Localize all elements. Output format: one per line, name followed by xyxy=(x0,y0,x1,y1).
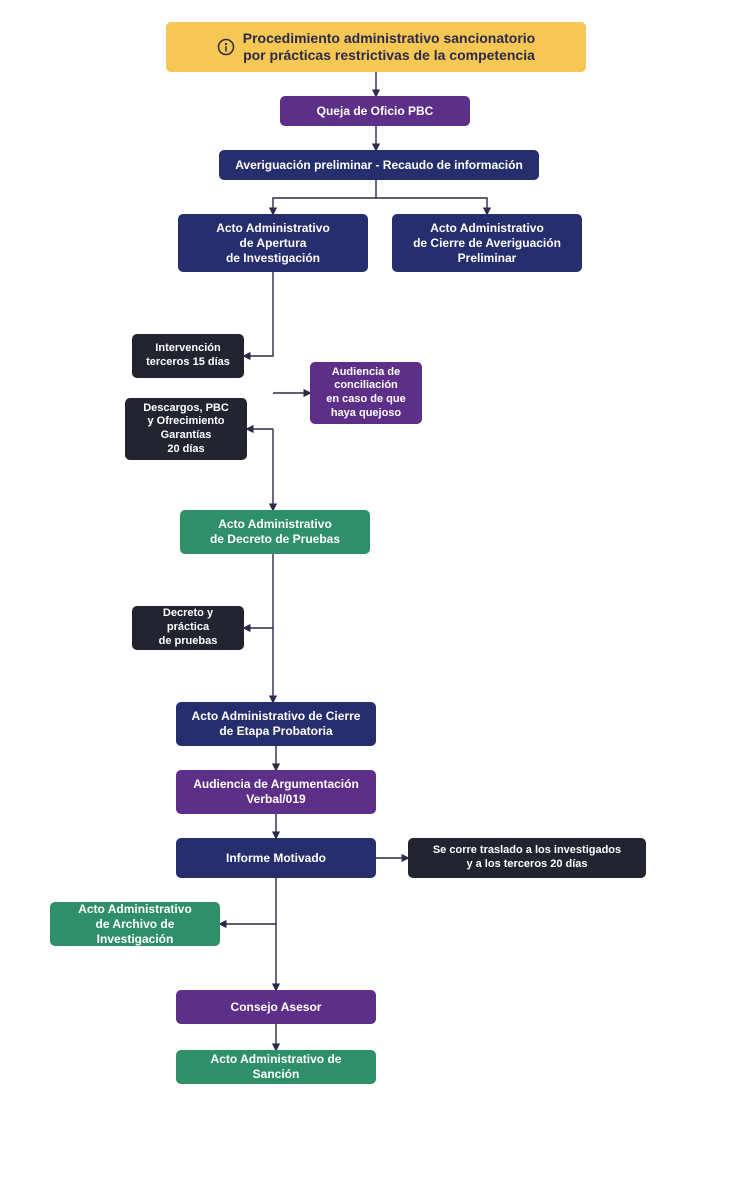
node-sancion: Acto Administrativo de Sanción xyxy=(176,1050,376,1084)
node-informe: Informe Motivado xyxy=(176,838,376,878)
node-title: Procedimiento administrativo sancionator… xyxy=(166,22,586,72)
node-audcon-label: Audiencia de conciliación en caso de que… xyxy=(326,366,405,421)
node-interv-label: Intervención terceros 15 días xyxy=(146,342,230,370)
node-queja: Queja de Oficio PBC xyxy=(280,96,470,126)
node-sancion-label: Acto Administrativo de Sanción xyxy=(186,1052,366,1082)
node-averig-label: Averiguación preliminar - Recaudo de inf… xyxy=(235,158,523,173)
node-decretopr-label: Acto Administrativo de Decreto de Prueba… xyxy=(210,517,340,547)
node-cierreprob-label: Acto Administrativo de Cierre de Etapa P… xyxy=(192,709,361,739)
node-interv: Intervención terceros 15 días xyxy=(132,334,244,378)
node-descargos-label: Descargos, PBC y Ofrecimiento Garantías … xyxy=(143,402,229,457)
flowchart-connectors xyxy=(0,0,752,1200)
edge-split-cierreavg xyxy=(376,198,487,214)
node-traslado-label: Se corre traslado a los investigados y a… xyxy=(433,844,621,872)
node-title-label: Procedimiento administrativo sancionator… xyxy=(243,30,536,65)
node-queja-label: Queja de Oficio PBC xyxy=(317,104,434,119)
node-decretop-label: Decreto y práctica de pruebas xyxy=(142,607,234,648)
node-decretop: Decreto y práctica de pruebas xyxy=(132,606,244,650)
flowchart-stage: Procedimiento administrativo sancionator… xyxy=(0,0,752,1200)
node-cierreprob: Acto Administrativo de Cierre de Etapa P… xyxy=(176,702,376,746)
node-apertura: Acto Administrativo de Apertura de Inves… xyxy=(178,214,368,272)
title-icon xyxy=(217,38,235,56)
node-decretopr: Acto Administrativo de Decreto de Prueba… xyxy=(180,510,370,554)
edge-apertura-interv_h xyxy=(244,272,273,356)
node-cierreavg-label: Acto Administrativo de Cierre de Averigu… xyxy=(413,221,561,266)
node-averig: Averiguación preliminar - Recaudo de inf… xyxy=(219,150,539,180)
node-apertura-label: Acto Administrativo de Apertura de Inves… xyxy=(216,221,330,266)
node-consejo-label: Consejo Asesor xyxy=(231,1000,322,1015)
node-audarg: Audiencia de Argumentación Verbal/019 xyxy=(176,770,376,814)
edge-informe-archivo_h xyxy=(220,878,276,924)
node-audcon: Audiencia de conciliación en caso de que… xyxy=(310,362,422,424)
node-audarg-label: Audiencia de Argumentación Verbal/019 xyxy=(193,777,359,807)
edge-decretopr-decretop_h xyxy=(244,554,273,628)
node-cierreavg: Acto Administrativo de Cierre de Averigu… xyxy=(392,214,582,272)
node-consejo: Consejo Asesor xyxy=(176,990,376,1024)
node-archivo: Acto Administrativo de Archivo de Invest… xyxy=(50,902,220,946)
node-informe-label: Informe Motivado xyxy=(226,851,326,866)
node-descargos: Descargos, PBC y Ofrecimiento Garantías … xyxy=(125,398,247,460)
node-archivo-label: Acto Administrativo de Archivo de Invest… xyxy=(60,902,210,947)
edge-split-apertura xyxy=(273,198,376,214)
node-traslado: Se corre traslado a los investigados y a… xyxy=(408,838,646,878)
